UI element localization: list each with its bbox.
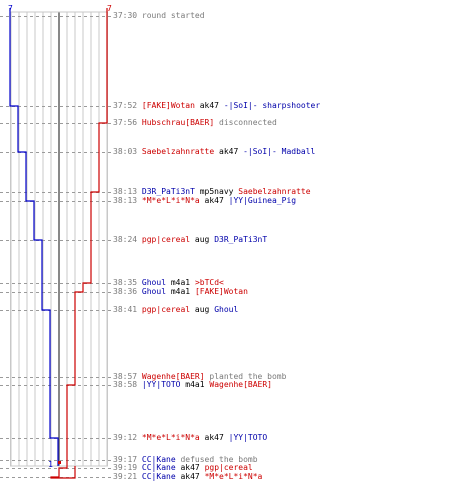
weapon-name: ak47	[180, 463, 200, 472]
event-row: 39:21 CC|Kane ak47 *M*e*L*i*N*a	[113, 472, 262, 482]
victim-name: Wagenhe[BAER]	[209, 380, 272, 389]
victim-name: *M*e*L*i*N*a	[204, 472, 263, 481]
event-time: 38:58	[113, 380, 138, 389]
event-time: 38:36	[113, 287, 138, 296]
weapon-name: aug	[194, 235, 210, 244]
event-row: 39:17 CC|Kane defused the bomb	[113, 455, 258, 465]
killer-name: pgp|cereal	[141, 235, 191, 244]
event-message: round started	[141, 11, 205, 20]
victim-name: >bTCd<	[194, 278, 224, 287]
team-b-start-count: 7	[107, 4, 112, 13]
killer-name: D3R_PaTi3nT	[141, 187, 195, 196]
player-name: Wagenhe[BAER]	[141, 372, 205, 381]
event-time: 38:41	[113, 305, 138, 314]
event-time: 38:03	[113, 147, 138, 156]
event-time: 38:13	[113, 187, 138, 196]
event-time: 37:30	[113, 11, 138, 20]
event-time: 37:56	[113, 118, 138, 127]
event-row: 38:41 pgp|cereal aug Ghoul	[113, 305, 238, 315]
victim-name: Saebelzahnratte	[238, 187, 311, 196]
weapon-name: ak47	[219, 147, 239, 156]
victim-name: -|SoI|- sharpshooter	[223, 101, 321, 110]
victim-name: Ghoul	[214, 305, 239, 314]
team-a-start-count: 7	[8, 4, 13, 13]
killer-name: pgp|cereal	[141, 305, 191, 314]
event-time: 39:17	[113, 455, 138, 464]
event-row: 38:24 pgp|cereal aug D3R_PaTi3nT	[113, 235, 267, 245]
event-message: defused the bomb	[180, 455, 258, 464]
event-message: disconnected	[219, 118, 277, 127]
player-name: Hubschrau[BAER]	[141, 118, 215, 127]
event-time: 39:12	[113, 433, 138, 442]
event-row: 39:12 *M*e*L*i*N*a ak47 |YY|TOTO	[113, 433, 267, 443]
victim-name: pgp|cereal	[204, 463, 253, 472]
event-row: 38:36 Ghoul m4a1 [FAKE]Wotan	[113, 287, 248, 297]
team-b-end-marker	[58, 461, 61, 464]
event-row: 38:35 Ghoul m4a1 >bTCd<	[113, 278, 224, 288]
event-row: 37:56 Hubschrau[BAER] disconnected	[113, 118, 277, 128]
weapon-name: m4a1	[185, 380, 205, 389]
event-row: 38:03 Saebelzahnratte ak47 -|SoI|- Madba…	[113, 147, 315, 157]
killer-name: |YY|TOTO	[141, 380, 181, 389]
event-row: 38:58 |YY|TOTO m4a1 Wagenhe[BAER]	[113, 380, 272, 390]
event-time: 39:21	[113, 472, 138, 481]
killer-name: *M*e*L*i*N*a	[141, 433, 200, 442]
event-row: 37:30 round started	[113, 11, 205, 21]
killer-name: *M*e*L*i*N*a	[141, 196, 200, 205]
victim-name: D3R_PaTi3nT	[214, 235, 268, 244]
event-message: planted the bomb	[209, 372, 287, 381]
event-time: 37:52	[113, 101, 138, 110]
event-time: 38:35	[113, 278, 138, 287]
player-name: CC|Kane	[141, 455, 176, 464]
weapon-name: ak47	[199, 101, 219, 110]
event-time: 38:24	[113, 235, 138, 244]
event-row: 38:13 *M*e*L*i*N*a ak47 |YY|Guinea_Pig	[113, 196, 296, 206]
team-a-alive-line	[9, 8, 59, 466]
victim-name: |YY|Guinea_Pig	[228, 196, 297, 205]
killer-name: Ghoul	[141, 278, 167, 287]
event-row: 38:57 Wagenhe[BAER] planted the bomb	[113, 372, 286, 382]
event-time: 39:19	[113, 463, 138, 472]
victim-name: -|SoI|- Madball	[243, 147, 316, 156]
team-b-alive-line	[50, 8, 108, 479]
weapon-name: aug	[194, 305, 210, 314]
team-a-end-count: 1	[48, 460, 53, 469]
weapon-name: mp5navy	[199, 187, 234, 196]
event-time: 38:13	[113, 196, 138, 205]
victim-name: [FAKE]Wotan	[194, 287, 248, 296]
killer-name: Saebelzahnratte	[141, 147, 215, 156]
weapon-name: m4a1	[170, 278, 191, 287]
killer-name: CC|Kane	[141, 463, 176, 472]
killer-name: [FAKE]Wotan	[141, 101, 195, 110]
event-row: 37:52 [FAKE]Wotan ak47 -|SoI|- sharpshoo…	[113, 101, 320, 111]
victim-name: |YY|TOTO	[228, 433, 268, 442]
weapon-name: ak47	[204, 196, 224, 205]
weapon-name: m4a1	[170, 287, 191, 296]
weapon-name: ak47	[180, 472, 200, 481]
event-row: 38:13 D3R_PaTi3nT mp5navy Saebelzahnratt…	[113, 187, 311, 197]
killer-name: CC|Kane	[141, 472, 176, 481]
grid-frame	[10, 11, 108, 467]
killer-name: Ghoul	[141, 287, 167, 296]
event-time: 38:57	[113, 372, 138, 381]
event-row: 39:19 CC|Kane ak47 pgp|cereal	[113, 463, 253, 473]
weapon-name: ak47	[204, 433, 224, 442]
